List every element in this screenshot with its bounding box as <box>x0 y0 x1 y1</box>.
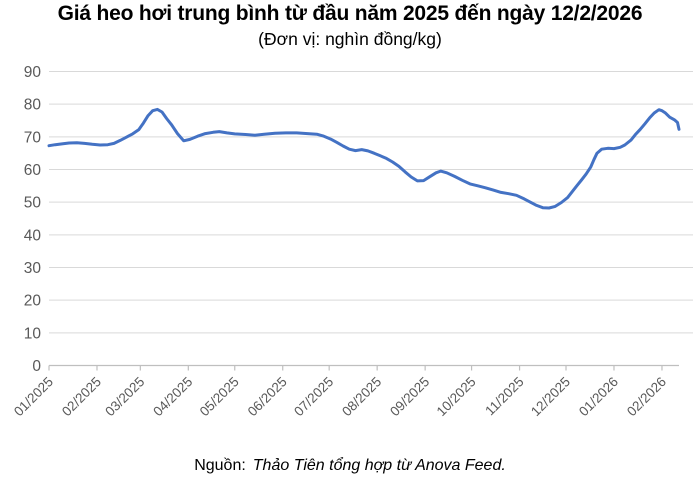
y-tick-label: 60 <box>24 162 42 179</box>
x-tick-label: 08/2025 <box>339 374 384 419</box>
chart-title: Giá heo hơi trung bình từ đầu năm 2025 đ… <box>57 2 643 25</box>
y-tick-label: 90 <box>24 64 42 81</box>
x-tick-label: 05/2025 <box>197 374 242 419</box>
x-tick-label: 02/2026 <box>624 374 669 419</box>
x-tick-label: 06/2025 <box>245 374 290 419</box>
y-tick-label: 30 <box>24 260 42 277</box>
x-tick-label: 04/2025 <box>150 374 195 419</box>
x-tick-label: 09/2025 <box>387 374 432 419</box>
x-tick-label: 11/2025 <box>482 374 526 418</box>
y-tick-label: 50 <box>24 195 42 212</box>
x-tick-label: 02/2025 <box>59 374 104 419</box>
source-label: Nguồn: <box>194 457 246 474</box>
x-tick-label: 07/2025 <box>291 374 336 419</box>
chart-subtitle: (Đơn vị: nghìn đồng/kg) <box>258 29 442 49</box>
source-text: Thảo Tiên tổng hợp từ Anova Feed. <box>252 457 506 474</box>
y-tick-label: 80 <box>24 97 42 114</box>
y-tick-label: 10 <box>24 325 42 342</box>
y-tick-label: 40 <box>24 227 42 244</box>
x-tick-label: 01/2025 <box>11 374 56 419</box>
price-line <box>47 107 681 210</box>
x-tick-label: 12/2025 <box>528 374 573 419</box>
x-tick-label: 01/2026 <box>576 374 621 419</box>
price-line-chart: 0 10 20 30 40 50 60 70 80 90 01/2025 02/202503/2025… <box>11 64 693 419</box>
x-tick-label: 03/2025 <box>102 374 147 419</box>
x-tick-label: 10/2025 <box>434 374 479 419</box>
source-note: Nguồn: Thảo Tiên tổng hợp từ Anova Feed. <box>0 457 700 475</box>
y-tick-label: 0 <box>32 358 41 375</box>
y-tick-label: 20 <box>24 293 42 310</box>
y-tick-label: 70 <box>24 129 42 146</box>
